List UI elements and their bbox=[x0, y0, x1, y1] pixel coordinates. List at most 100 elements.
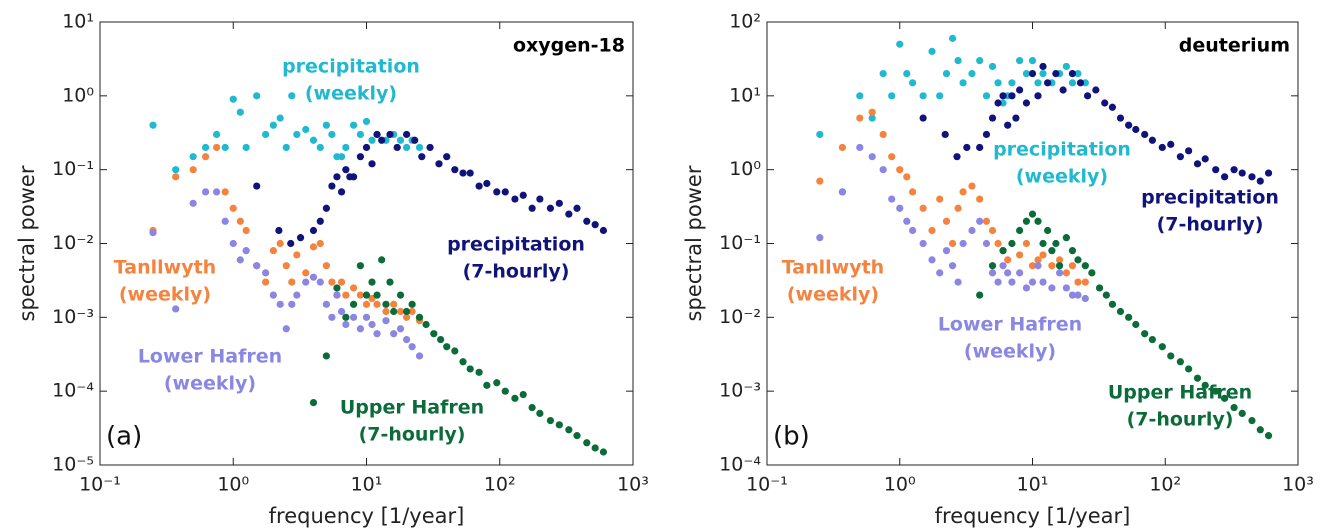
point bbox=[493, 379, 501, 387]
point bbox=[976, 217, 984, 225]
point bbox=[403, 143, 411, 152]
point bbox=[408, 300, 416, 308]
point bbox=[396, 325, 405, 333]
point bbox=[1044, 226, 1052, 235]
point bbox=[1028, 262, 1037, 270]
point bbox=[253, 92, 261, 100]
point bbox=[390, 300, 398, 308]
point bbox=[396, 136, 405, 144]
point bbox=[213, 130, 221, 139]
point bbox=[475, 368, 483, 376]
x-tick-label: 10³ bbox=[1282, 474, 1314, 496]
point bbox=[403, 313, 411, 321]
point bbox=[236, 108, 244, 116]
point bbox=[368, 160, 376, 168]
point bbox=[868, 153, 876, 161]
point bbox=[528, 403, 536, 412]
point bbox=[337, 188, 346, 196]
point bbox=[1081, 262, 1089, 270]
y-axis-label: spectral power bbox=[15, 165, 39, 321]
point bbox=[309, 273, 318, 281]
point bbox=[437, 335, 445, 344]
point bbox=[1016, 269, 1024, 277]
point bbox=[536, 195, 544, 203]
panel-label: (b) bbox=[773, 422, 810, 452]
legend-label: precipitation bbox=[447, 234, 585, 256]
point bbox=[511, 195, 519, 203]
point bbox=[988, 269, 997, 277]
point bbox=[511, 394, 519, 402]
point bbox=[1102, 291, 1110, 299]
point bbox=[999, 262, 1007, 270]
point bbox=[1088, 269, 1096, 277]
point bbox=[386, 278, 394, 286]
point bbox=[1004, 121, 1012, 129]
point bbox=[316, 278, 324, 286]
legend-label: (weekly) bbox=[119, 284, 211, 306]
point bbox=[242, 143, 250, 152]
point bbox=[988, 62, 997, 71]
y-tick-label: 10² bbox=[729, 11, 761, 33]
point bbox=[954, 204, 962, 212]
point bbox=[868, 108, 876, 116]
y-tick-label: 10⁻³ bbox=[52, 306, 94, 328]
point bbox=[1148, 136, 1156, 144]
point bbox=[948, 34, 957, 42]
point bbox=[172, 166, 180, 174]
point bbox=[942, 70, 951, 78]
point bbox=[201, 153, 210, 161]
point bbox=[368, 136, 376, 144]
point bbox=[1083, 92, 1092, 100]
y-tick-label: 10¹ bbox=[729, 84, 761, 106]
y-tick-label: 10⁻⁴ bbox=[52, 380, 94, 402]
point bbox=[1052, 70, 1060, 78]
point bbox=[262, 269, 270, 277]
point bbox=[959, 188, 967, 196]
point bbox=[149, 229, 157, 237]
point bbox=[1108, 300, 1117, 308]
point bbox=[393, 143, 401, 152]
point bbox=[1055, 256, 1064, 264]
legend-label: precipitation bbox=[1141, 187, 1279, 209]
point bbox=[982, 239, 991, 248]
point bbox=[903, 173, 911, 181]
point bbox=[149, 121, 157, 129]
point bbox=[1012, 114, 1020, 122]
point bbox=[941, 130, 949, 139]
y-tick-label: 10⁰ bbox=[729, 158, 761, 180]
panel-title: deuterium bbox=[1179, 35, 1290, 57]
point bbox=[999, 92, 1007, 100]
point bbox=[1062, 234, 1070, 242]
point bbox=[229, 204, 237, 212]
point bbox=[994, 278, 1002, 286]
point bbox=[1193, 374, 1202, 382]
point bbox=[493, 188, 501, 196]
point bbox=[1022, 217, 1031, 225]
legend-label: (7-hourly) bbox=[359, 424, 466, 446]
point bbox=[999, 247, 1007, 255]
point bbox=[1022, 70, 1031, 78]
point bbox=[390, 330, 398, 338]
point bbox=[1125, 121, 1133, 129]
y-tick-label: 10⁻¹ bbox=[52, 158, 94, 180]
point bbox=[1092, 86, 1100, 94]
point bbox=[475, 182, 483, 190]
point bbox=[459, 169, 467, 177]
point bbox=[373, 330, 381, 338]
point bbox=[1201, 381, 1209, 389]
point bbox=[1034, 92, 1042, 100]
x-tick-label: 10⁰ bbox=[884, 474, 916, 496]
legend-label: Tanllwyth bbox=[782, 257, 884, 279]
series bbox=[816, 143, 1089, 303]
point bbox=[868, 114, 876, 122]
point bbox=[415, 352, 424, 360]
point bbox=[816, 177, 824, 185]
point bbox=[1185, 147, 1193, 155]
point bbox=[276, 239, 284, 248]
point bbox=[573, 204, 581, 212]
y-tick-label: 10⁻¹ bbox=[719, 232, 761, 254]
point bbox=[201, 143, 210, 152]
point bbox=[221, 188, 229, 196]
point bbox=[982, 217, 991, 225]
